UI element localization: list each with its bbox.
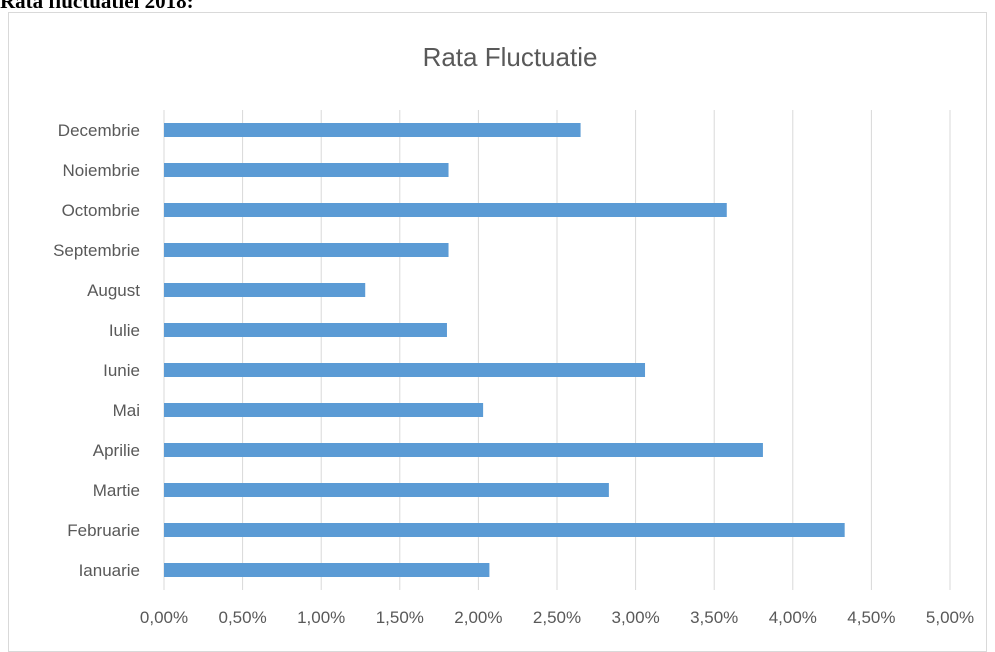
category-label: August [87,281,140,300]
bar-februarie [164,523,845,537]
bar-martie [164,483,609,497]
category-label: Noiembrie [63,161,140,180]
x-tick-label: 1,50% [376,608,424,627]
x-tick-label: 1,00% [297,608,345,627]
category-label: Februarie [67,521,140,540]
bar-aprilie [164,443,763,457]
gridlines [163,110,951,590]
category-labels: Ianuarie Februarie Martie Aprilie Mai Iunie Iu… [53,121,140,580]
bar-noiembrie [164,163,449,177]
category-label: Septembrie [53,241,140,260]
x-tick-label: 2,50% [533,608,581,627]
x-tick-label: 0,00% [140,608,188,627]
bar-mai [164,403,484,417]
bar-ianuarie [164,563,490,577]
document-heading: Rata fluctuatiei 2018: [0,0,194,13]
category-label: Mai [113,401,140,420]
bar-iulie [164,323,447,337]
category-label: Iunie [103,361,140,380]
x-tick-label: 3,50% [690,608,738,627]
x-tick-label: 5,00% [926,608,974,627]
bar-octombrie [164,203,727,217]
x-tick-label: 2,00% [454,608,502,627]
category-label: Martie [93,481,140,500]
bars [164,123,845,577]
bar-decembrie [164,123,581,137]
category-label: Ianuarie [79,561,140,580]
category-label: Iulie [109,321,140,340]
bar-august [164,283,366,297]
bar-iunie [164,363,646,377]
x-tick-label: 4,50% [847,608,895,627]
category-label: Aprilie [93,441,140,460]
bar-septembrie [164,243,449,257]
category-label: Octombrie [62,201,140,220]
x-tick-label: 0,50% [218,608,266,627]
tick-labels: 0,00% 0,50% 1,00% 1,50% 2,00% 2,50% 3,00% 3,50%… [140,608,974,627]
chart-title: Rata Fluctuatie [423,42,598,72]
x-tick-label: 4,00% [769,608,817,627]
category-label: Decembrie [58,121,140,140]
x-tick-label: 3,00% [611,608,659,627]
